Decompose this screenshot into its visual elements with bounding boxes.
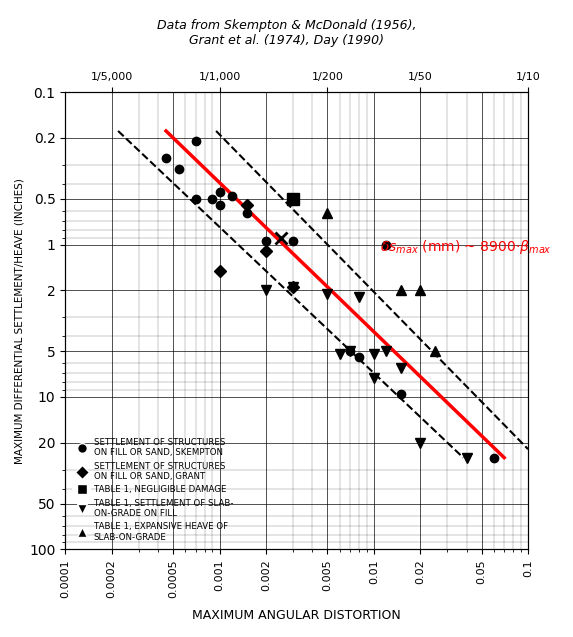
Text: $\delta s_{max}$ (mm) ~ 8900·$\beta_{max}$: $\delta s_{max}$ (mm) ~ 8900·$\beta_{max…: [380, 238, 552, 256]
Legend: SETTLEMENT OF STRUCTURES
ON FILL OR SAND, SKEMPTON, SETTLEMENT OF STRUCTURES
ON : SETTLEMENT OF STRUCTURES ON FILL OR SAND…: [69, 434, 237, 545]
Text: Data from Skempton & McDonald (1956),
Grant et al. (1974), Day (1990): Data from Skempton & McDonald (1956), Gr…: [157, 19, 416, 47]
X-axis label: MAXIMUM ANGULAR DISTORTION: MAXIMUM ANGULAR DISTORTION: [193, 609, 401, 622]
Y-axis label: MAXIMUM DIFFERENTIAL SETTLEMENT/HEAVE (INCHES): MAXIMUM DIFFERENTIAL SETTLEMENT/HEAVE (I…: [15, 178, 25, 464]
